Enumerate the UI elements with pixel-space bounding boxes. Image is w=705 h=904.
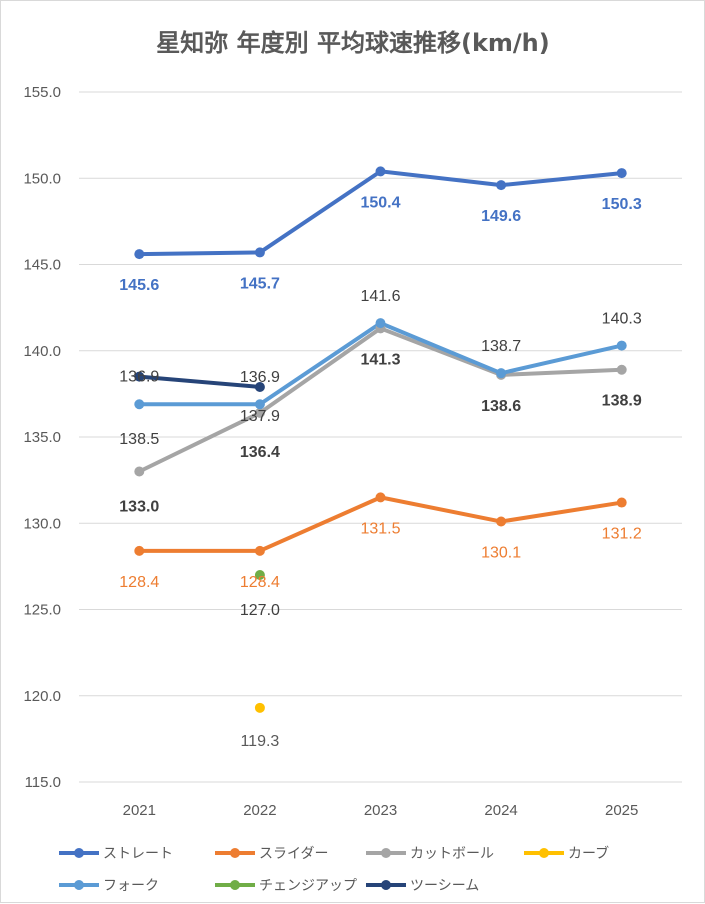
y-axis-ticks: 115.0 120.0 125.0 130.0 135.0 140.0 145.0 150.0…: [23, 84, 61, 791]
data-point: [134, 466, 145, 477]
legend-item[interactable]: チェンジアップ: [215, 878, 357, 894]
data-label: 141.3: [360, 351, 400, 368]
data-point: [134, 399, 145, 410]
data-label: 141.6: [360, 288, 400, 305]
data-label: 150.3: [602, 196, 642, 213]
data-label: 119.3: [240, 733, 279, 750]
legend-item[interactable]: ツーシーム: [366, 878, 479, 894]
data-label: 131.5: [360, 520, 400, 537]
data-label: 137.9: [240, 408, 280, 425]
x-tick-label: 2023: [364, 802, 397, 819]
data-point: [254, 381, 265, 392]
series-points: [134, 166, 627, 713]
data-label: 130.1: [481, 545, 521, 562]
chart-title: 星知弥 年度別 平均球速推移(km/h): [156, 29, 549, 57]
data-point: [134, 371, 145, 382]
x-tick-label: 2025: [605, 802, 638, 819]
data-label: 149.6: [481, 208, 521, 225]
series-line: [137, 326, 624, 474]
data-label: 145.7: [240, 275, 280, 292]
legend-swatch-marker: [230, 848, 240, 858]
legend-swatch-marker: [74, 848, 84, 858]
data-point: [616, 340, 627, 351]
data-point: [616, 364, 627, 375]
data-point: [254, 407, 265, 418]
data-point: [254, 247, 265, 258]
data-point: [375, 166, 386, 177]
data-point: [254, 702, 265, 713]
legend-swatch-marker: [381, 880, 391, 890]
data-point: [254, 545, 265, 556]
legend-label: ストレート: [103, 846, 173, 862]
y-tick-label: 130.0: [23, 515, 61, 532]
data-label: 138.5: [119, 431, 159, 448]
legend-item[interactable]: ストレート: [59, 846, 173, 862]
y-tick-label: 145.0: [23, 257, 61, 274]
data-label: 127.0: [240, 602, 280, 619]
data-point: [254, 399, 265, 410]
y-tick-label: 155.0: [23, 84, 61, 101]
legend-label: カーブ: [568, 845, 609, 862]
legend-swatch-marker: [230, 880, 240, 890]
data-label: 145.6: [119, 277, 159, 294]
x-axis-ticks: 2021 2022 2023 2024 2025: [123, 802, 639, 819]
data-label: 138.6: [481, 398, 521, 415]
legend-label: フォーク: [103, 878, 159, 894]
grid-lines: [79, 91, 682, 783]
legend-swatch-marker: [74, 880, 84, 890]
data-label: 136.9: [240, 369, 280, 386]
x-tick-label: 2024: [484, 802, 517, 819]
x-tick-label: 2022: [243, 802, 276, 819]
data-label: 136.4: [240, 444, 280, 461]
legend-label: チェンジアップ: [259, 878, 357, 894]
data-label: 138.7: [481, 338, 521, 355]
legend-swatch-marker: [539, 848, 549, 858]
data-point: [134, 545, 145, 556]
data-point: [496, 180, 507, 191]
y-tick-label: 120.0: [23, 688, 61, 705]
data-label: 131.2: [602, 526, 642, 543]
series-line: [137, 374, 262, 389]
data-label: 136.9: [119, 369, 159, 386]
legend-swatch-marker: [381, 848, 391, 858]
data-label: 128.4: [240, 574, 280, 591]
legend-item[interactable]: カットボール: [366, 846, 494, 862]
data-point: [616, 497, 627, 508]
legend-item[interactable]: カーブ: [524, 845, 609, 862]
x-tick-label: 2021: [123, 802, 156, 819]
legend-label: スライダー: [259, 846, 328, 862]
y-tick-label: 135.0: [23, 429, 61, 446]
y-tick-label: 115.0: [25, 774, 61, 791]
data-label: 128.4: [119, 574, 159, 591]
data-point: [375, 492, 386, 503]
data-label: 133.0: [119, 499, 159, 516]
legend-item[interactable]: スライダー: [215, 846, 328, 862]
data-label: 138.9: [602, 393, 642, 410]
legend-label: ツーシーム: [410, 878, 479, 894]
data-point: [134, 249, 145, 260]
y-tick-label: 140.0: [23, 343, 61, 360]
series-line: [137, 169, 624, 257]
data-point: [616, 168, 627, 179]
data-labels: 133.0 136.4 141.3 138.6 138.9 128.4 128.4 131.5…: [119, 194, 642, 749]
data-point: [254, 570, 265, 580]
y-tick-label: 125.0: [23, 602, 61, 619]
data-point: [496, 368, 507, 379]
y-tick-label: 150.0: [23, 170, 61, 187]
legend-label: カットボール: [410, 846, 494, 862]
data-point: [496, 516, 507, 527]
data-label: 140.3: [602, 311, 642, 328]
data-label: 150.4: [360, 194, 400, 211]
legend-item[interactable]: フォーク: [59, 878, 159, 894]
data-point: [375, 318, 386, 329]
